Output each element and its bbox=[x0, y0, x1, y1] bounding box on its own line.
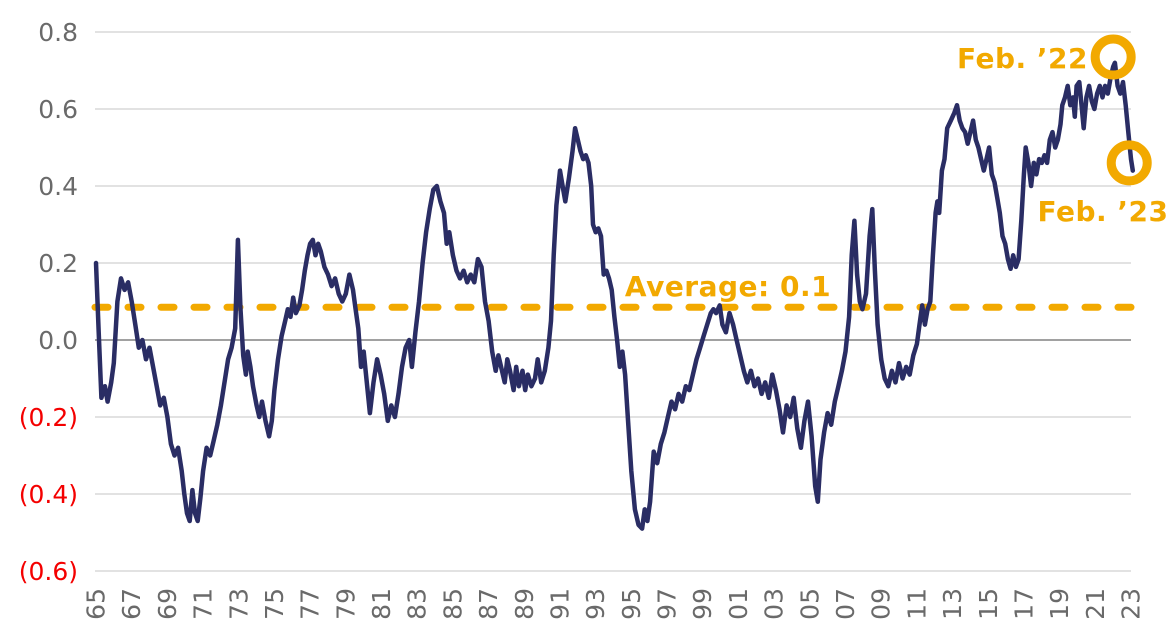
x-axis-tick-label: 99 bbox=[688, 588, 717, 620]
x-axis-tick-label: 11 bbox=[902, 588, 931, 620]
x-axis-tick-label: 85 bbox=[438, 588, 467, 620]
x-axis-tick-label: 23 bbox=[1117, 588, 1146, 620]
x-axis-tick-label: 05 bbox=[795, 588, 824, 620]
y-axis-tick-label: 0.0 bbox=[38, 326, 78, 355]
x-axis-tick-label: 09 bbox=[867, 588, 896, 620]
y-axis-tick-label: 0.8 bbox=[38, 18, 78, 47]
y-axis-tick-label: (0.6) bbox=[19, 557, 78, 586]
marker-label-feb-23: Feb. ’23 bbox=[1037, 195, 1169, 228]
x-axis-tick-label: 07 bbox=[831, 588, 860, 620]
x-axis-tick-label: 77 bbox=[296, 588, 325, 620]
average-line-label: Average: 0.1 bbox=[624, 270, 832, 303]
x-axis-tick-label: 17 bbox=[1009, 588, 1038, 620]
x-axis-tick-label: 83 bbox=[403, 588, 432, 620]
x-axis-tick-label: 89 bbox=[510, 588, 539, 620]
x-axis-tick-label: 75 bbox=[260, 588, 289, 620]
x-axis-tick-label: 91 bbox=[545, 588, 574, 620]
x-axis-tick-label: 97 bbox=[653, 588, 682, 620]
y-axis-tick-label: 0.2 bbox=[38, 249, 78, 278]
x-axis-tick-label: 71 bbox=[189, 588, 218, 620]
x-axis-tick-label: 21 bbox=[1081, 588, 1110, 620]
x-axis-tick-label: 81 bbox=[367, 588, 396, 620]
x-axis-tick-label: 87 bbox=[474, 588, 503, 620]
y-axis-tick-label: 0.4 bbox=[38, 172, 78, 201]
x-axis-tick-label: 65 bbox=[82, 588, 111, 620]
x-axis-tick-label: 01 bbox=[724, 588, 753, 620]
series-line bbox=[93, 60, 1136, 531]
y-axis-tick-label: (0.4) bbox=[19, 480, 78, 509]
x-axis-tick-label: 67 bbox=[117, 588, 146, 620]
x-axis-tick-label: 03 bbox=[760, 588, 789, 620]
marker-ring-feb-23 bbox=[1106, 140, 1152, 186]
x-axis-tick-label: 79 bbox=[331, 588, 360, 620]
x-axis-tick-label: 69 bbox=[153, 588, 182, 620]
marker-label-feb-22: Feb. ’22 bbox=[956, 42, 1088, 75]
y-axis-tick-label: 0.6 bbox=[38, 95, 78, 124]
y-axis-tick-label: (0.2) bbox=[19, 403, 78, 432]
x-axis-tick-label: 19 bbox=[1045, 588, 1074, 620]
x-axis-tick-label: 73 bbox=[224, 588, 253, 620]
x-axis-tick-label: 93 bbox=[581, 588, 610, 620]
x-axis-tick-label: 13 bbox=[938, 588, 967, 620]
marker-ring-feb-22 bbox=[1090, 34, 1136, 80]
x-axis-tick-label: 95 bbox=[617, 588, 646, 620]
x-axis-tick-label: 15 bbox=[974, 588, 1003, 620]
